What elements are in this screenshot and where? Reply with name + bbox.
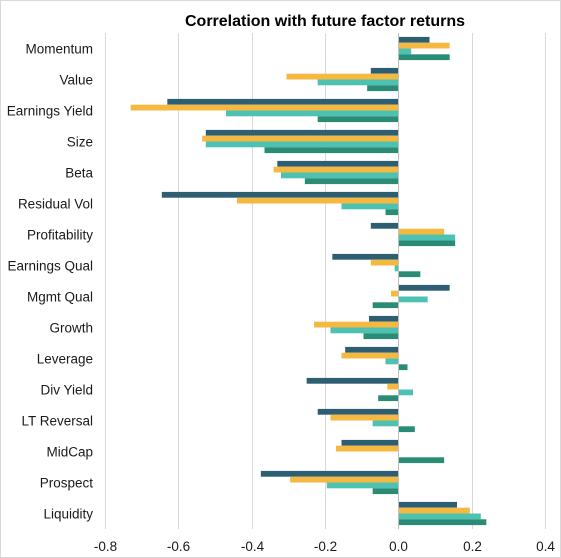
category-label: Value	[59, 73, 93, 88]
bar	[314, 321, 399, 328]
category-label: Size	[67, 135, 93, 150]
bar	[290, 476, 399, 483]
bar	[326, 482, 399, 489]
category-labels: Momentum Value Earnings Yield Size Beta Resid…	[7, 42, 94, 522]
bar	[372, 302, 399, 309]
bar	[341, 352, 399, 359]
bar	[398, 240, 456, 247]
category-label: LT Reversal	[21, 414, 93, 429]
bar	[372, 420, 399, 427]
category-label: Residual Vol	[18, 197, 93, 212]
category-label: Earnings Qual	[7, 259, 93, 274]
bar	[277, 160, 399, 167]
category-label: Growth	[49, 321, 93, 336]
category-label: Liquidity	[43, 507, 93, 522]
bar	[226, 110, 399, 117]
bar	[363, 333, 399, 340]
bar	[317, 79, 399, 86]
bar	[398, 36, 430, 43]
x-tick-label: -0.8	[94, 539, 117, 554]
category-label: Mgmt Qual	[27, 290, 93, 305]
bar	[264, 147, 399, 154]
bar	[336, 445, 399, 452]
category-label: Div Yield	[40, 383, 93, 398]
bar	[372, 488, 399, 495]
bar	[304, 178, 399, 185]
bar	[398, 296, 428, 303]
x-tick-label: 0.4	[536, 539, 555, 554]
bar	[317, 116, 399, 123]
bar	[130, 104, 399, 111]
bar	[398, 271, 421, 278]
bar	[202, 135, 399, 142]
bar	[398, 228, 445, 235]
bar	[398, 457, 445, 464]
bar	[369, 315, 399, 322]
bar	[370, 67, 399, 74]
bar	[387, 383, 399, 390]
x-tick-label: -0.4	[241, 539, 265, 554]
bar	[385, 358, 399, 365]
bar	[260, 470, 399, 477]
bar	[398, 48, 412, 55]
bar	[394, 265, 399, 272]
category-label: MidCap	[46, 445, 93, 460]
chart-title: Correlation with future factor returns	[185, 13, 465, 30]
bar	[398, 284, 450, 291]
bar	[341, 203, 399, 210]
bars	[130, 36, 487, 526]
bar	[398, 519, 487, 526]
x-tick-label: 0.2	[463, 539, 482, 554]
bar	[306, 377, 399, 384]
bar	[341, 439, 399, 446]
category-label: Prospect	[40, 476, 94, 491]
bar	[385, 209, 399, 216]
bar	[370, 259, 399, 266]
x-tick-label: 0.0	[389, 539, 408, 554]
bar	[205, 129, 399, 136]
category-label: Momentum	[25, 42, 93, 57]
bar	[391, 290, 399, 297]
bar	[167, 98, 399, 105]
bar	[378, 395, 399, 402]
bar	[398, 426, 415, 433]
x-tick-labels: -0.8 -0.6 -0.4 -0.2 0.0 0.2 0.4	[94, 539, 556, 554]
bar	[273, 166, 399, 173]
bar	[345, 346, 399, 353]
bar	[330, 327, 399, 334]
bar	[332, 253, 399, 260]
bar	[398, 389, 413, 396]
category-label: Beta	[65, 166, 93, 181]
bar	[398, 42, 450, 49]
bar	[398, 513, 481, 520]
bar	[161, 191, 399, 198]
bar	[367, 85, 399, 92]
category-label: Leverage	[37, 352, 93, 367]
bar	[398, 234, 456, 241]
bar	[286, 73, 399, 80]
bar	[370, 222, 399, 229]
category-label: Profitability	[27, 228, 93, 243]
category-label: Earnings Yield	[7, 104, 93, 119]
bar	[398, 364, 408, 371]
bar	[398, 501, 457, 508]
bar	[205, 141, 399, 148]
bar	[398, 54, 450, 61]
x-tick-label: -0.6	[167, 539, 190, 554]
x-tick-label: -0.2	[314, 539, 337, 554]
bar	[330, 414, 399, 421]
bar	[237, 197, 399, 204]
bar	[281, 172, 399, 179]
bar	[398, 507, 470, 514]
bar	[317, 408, 399, 415]
